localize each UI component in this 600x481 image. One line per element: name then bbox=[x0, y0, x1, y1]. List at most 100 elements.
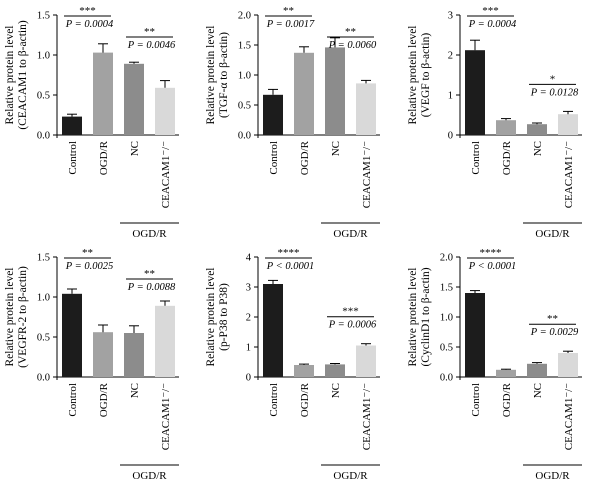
y-tick-label: 1.5 bbox=[440, 283, 453, 294]
x-tick-label: OGD/R bbox=[501, 140, 513, 175]
significance-stars: *** bbox=[79, 5, 96, 17]
bar bbox=[62, 116, 82, 135]
p-value-label: P = 0.0029 bbox=[530, 327, 579, 338]
x-tick-label: CEACAM1⁻/⁻ bbox=[160, 383, 172, 450]
p-value-label: P = 0.0088 bbox=[127, 282, 176, 293]
x-tick-label: Control bbox=[470, 383, 482, 417]
p-value-label: P = 0.0004 bbox=[65, 19, 114, 30]
y-axis-label: Relative protein level bbox=[4, 268, 16, 367]
bar bbox=[356, 83, 376, 135]
bar bbox=[93, 52, 113, 135]
y-tick-label: 1.0 bbox=[37, 51, 50, 62]
y-tick-label: 0.5 bbox=[440, 343, 453, 354]
p-value-label: P = 0.0004 bbox=[468, 19, 517, 30]
y-tick-label: 0.0 bbox=[37, 131, 50, 142]
y-tick-label: 3 bbox=[246, 283, 251, 294]
bar bbox=[263, 94, 283, 135]
p-value-label: P = 0.0060 bbox=[328, 40, 377, 51]
y-axis-label: Relative protein level bbox=[4, 26, 16, 125]
significance-stars: **** bbox=[278, 247, 300, 259]
y-tick-label: 0.0 bbox=[238, 131, 251, 142]
y-tick-label: 2 bbox=[246, 313, 251, 324]
p-value-label: P = 0.0025 bbox=[65, 261, 113, 272]
x-tick-label: CEACAM1⁻/⁻ bbox=[160, 141, 172, 208]
significance-stars: ** bbox=[144, 268, 155, 280]
y-axis-label: (CyclinD1 to β-actin) bbox=[420, 267, 432, 366]
x-tick-label: OGD/R bbox=[299, 382, 311, 417]
bar bbox=[155, 87, 175, 135]
bar bbox=[294, 365, 314, 377]
x-tick-label: OGD/R bbox=[98, 140, 110, 175]
chart-panel-6: 0.0 0.5 1.0 1.5 2.0 Relative protein level (Cy… bbox=[407, 247, 582, 481]
y-tick-label: 0 bbox=[448, 131, 453, 142]
y-tick-label: 3 bbox=[448, 11, 453, 22]
bar bbox=[558, 353, 578, 377]
bar bbox=[155, 305, 175, 377]
bar bbox=[93, 332, 113, 377]
p-value-label: P = 0.0017 bbox=[266, 19, 315, 30]
bar bbox=[496, 369, 516, 377]
x-tick-label: OGD/R bbox=[98, 382, 110, 417]
x-tick-label: CEACAM1⁻/⁻ bbox=[361, 141, 373, 208]
p-value-label: P = 0.0128 bbox=[530, 87, 579, 98]
bar bbox=[356, 345, 376, 377]
y-tick-label: 0.0 bbox=[37, 373, 50, 384]
y-tick-label: 0 bbox=[246, 373, 251, 384]
bar bbox=[294, 52, 314, 135]
y-axis-label: Relative protein level bbox=[407, 26, 419, 125]
significance-stars: ** bbox=[547, 313, 558, 325]
y-tick-label: 1.5 bbox=[238, 41, 251, 52]
y-tick-label: 2 bbox=[448, 51, 453, 62]
chart-panel-5: 0 1 2 3 4 Relative protein level (p-P38 to P38… bbox=[205, 247, 380, 481]
x-tick-label: Control bbox=[268, 383, 280, 417]
y-tick-label: 1.0 bbox=[440, 313, 453, 324]
bar bbox=[124, 333, 144, 377]
p-value-label: P = 0.0046 bbox=[127, 40, 176, 51]
bar bbox=[465, 50, 485, 136]
y-tick-label: 2.0 bbox=[238, 11, 251, 22]
x-tick-label: NC bbox=[129, 141, 141, 156]
x-tick-label: NC bbox=[330, 383, 342, 398]
group-label: OGD/R bbox=[535, 228, 570, 240]
significance-stars: *** bbox=[482, 5, 499, 17]
y-axis-label: (p-P38 to P38) bbox=[218, 283, 230, 351]
y-axis-label: Relative protein level bbox=[407, 268, 419, 367]
bar bbox=[558, 114, 578, 135]
y-axis-label: Relative protein level bbox=[205, 268, 217, 367]
x-tick-label: OGD/R bbox=[299, 140, 311, 175]
bar bbox=[62, 293, 82, 377]
bar bbox=[325, 47, 345, 135]
y-axis-label: (VEGFR-2 to β-actin) bbox=[17, 266, 29, 368]
group-label: OGD/R bbox=[132, 470, 167, 481]
x-tick-label: CEACAM1⁻/⁻ bbox=[563, 141, 575, 208]
y-tick-label: 1 bbox=[246, 343, 251, 354]
group-label: OGD/R bbox=[132, 228, 167, 240]
chart-panel-2: 0.0 0.5 1.0 1.5 2.0 Relative protein level (TG… bbox=[205, 5, 380, 240]
significance-stars: ** bbox=[144, 26, 155, 38]
bar bbox=[527, 124, 547, 135]
chart-panel-1: 0.0 0.5 1.0 1.5 Relative protein level (CEACA… bbox=[4, 5, 179, 240]
y-tick-label: 0.5 bbox=[37, 333, 50, 344]
x-tick-label: NC bbox=[330, 141, 342, 156]
x-tick-label: NC bbox=[532, 141, 544, 156]
x-tick-label: Control bbox=[470, 141, 482, 175]
bar bbox=[496, 120, 516, 135]
bar bbox=[325, 364, 345, 377]
bar bbox=[124, 63, 144, 135]
y-tick-label: 1 bbox=[448, 91, 453, 102]
chart-panel-4: 0.0 0.5 1.0 1.5 Relative protein level (VEGFR… bbox=[4, 247, 179, 481]
significance-stars: **** bbox=[480, 247, 502, 259]
y-tick-label: 0.5 bbox=[37, 91, 50, 102]
x-tick-label: Control bbox=[67, 383, 79, 417]
y-axis-label: (VEGF to β-actin) bbox=[420, 33, 432, 118]
x-tick-label: OGD/R bbox=[501, 382, 513, 417]
y-axis-label: Relative protein level bbox=[205, 26, 217, 125]
bar bbox=[263, 284, 283, 377]
y-tick-label: 2.0 bbox=[440, 253, 453, 264]
y-axis-label: (CEACAM1 to β-actin) bbox=[17, 20, 29, 130]
y-axis-label: (TGF-α to β-actin) bbox=[218, 32, 230, 118]
x-tick-label: CEACAM1⁻/⁻ bbox=[361, 383, 373, 450]
significance-stars: *** bbox=[342, 306, 359, 318]
bar bbox=[527, 363, 547, 377]
